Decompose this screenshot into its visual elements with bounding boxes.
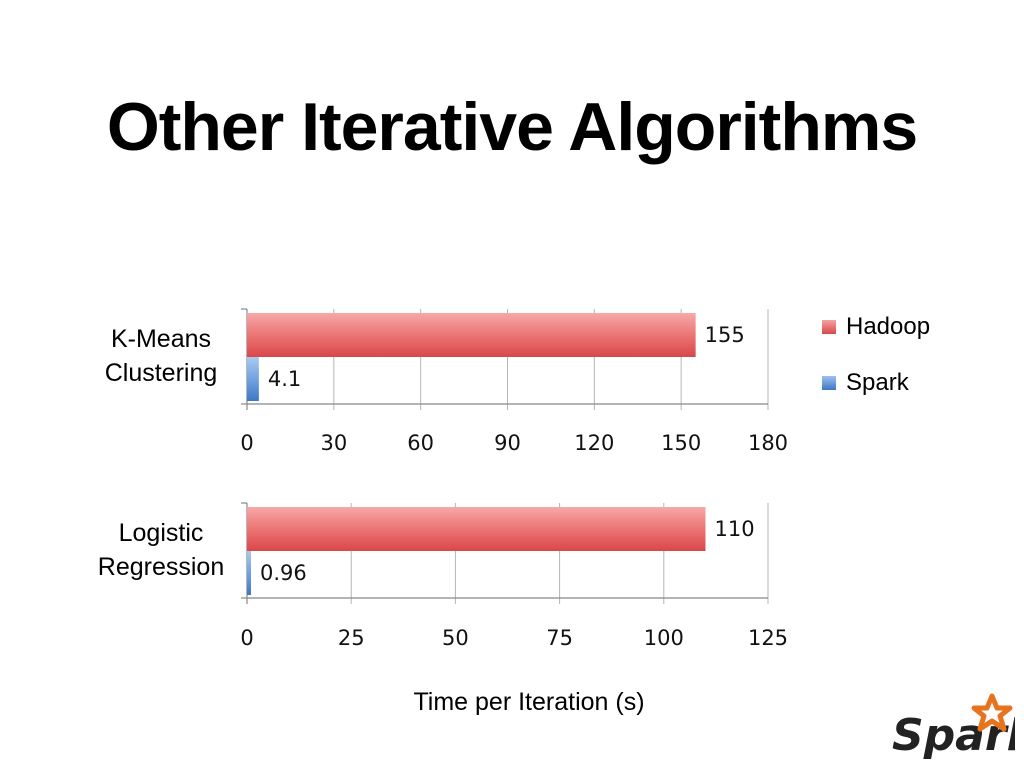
data-label-hadoop: 110: [714, 517, 754, 541]
x-tick-label: 25: [338, 626, 365, 650]
chart-layer: 0 30 60 90 120 150 180 155 4.1 K-Means Clustering 0…: [98, 308, 788, 650]
x-tick-label: 30: [320, 431, 347, 455]
legend-item-hadoop: Hadoop: [822, 312, 930, 342]
x-tick-label: 125: [748, 626, 788, 650]
spark-logo-text: Spark: [892, 710, 1015, 761]
data-label-spark: 4.1: [268, 367, 301, 391]
legend-swatch-spark: [822, 376, 836, 390]
x-tick-label: 90: [494, 431, 521, 455]
data-label-spark: 0.96: [260, 561, 307, 585]
x-tick-label: 75: [546, 626, 573, 650]
bar-spark: [247, 357, 259, 401]
x-tick-label: 180: [748, 431, 788, 455]
x-tick-label: 150: [661, 431, 701, 455]
category-label: Regression: [98, 553, 224, 581]
bar-hadoop: [247, 507, 706, 551]
x-tick-label: 60: [407, 431, 434, 455]
page-title: Other Iterative Algorithms: [106, 89, 918, 165]
bar-hadoop: [247, 313, 696, 357]
category-label: Clustering: [105, 359, 218, 387]
data-label-hadoop: 155: [705, 323, 745, 347]
category-label: Logistic: [119, 519, 204, 547]
legend-swatch-hadoop: [822, 320, 836, 334]
legend: Hadoop Spark: [822, 312, 930, 424]
x-tick-label: 0: [240, 431, 253, 455]
spark-logo: Spark: [892, 693, 1015, 761]
x-tick-label: 0: [240, 626, 253, 650]
category-label: K-Means: [111, 325, 211, 353]
legend-label-spark: Spark: [846, 369, 909, 396]
star-icon: [971, 693, 1013, 732]
bar-spark: [247, 551, 252, 595]
x-axis-label: Time per Iteration (s): [413, 688, 645, 716]
legend-item-spark: Spark: [822, 368, 930, 398]
x-tick-label: 120: [574, 431, 614, 455]
x-tick-label: 50: [442, 626, 469, 650]
legend-label-hadoop: Hadoop: [846, 313, 931, 340]
x-tick-label: 100: [644, 626, 684, 650]
